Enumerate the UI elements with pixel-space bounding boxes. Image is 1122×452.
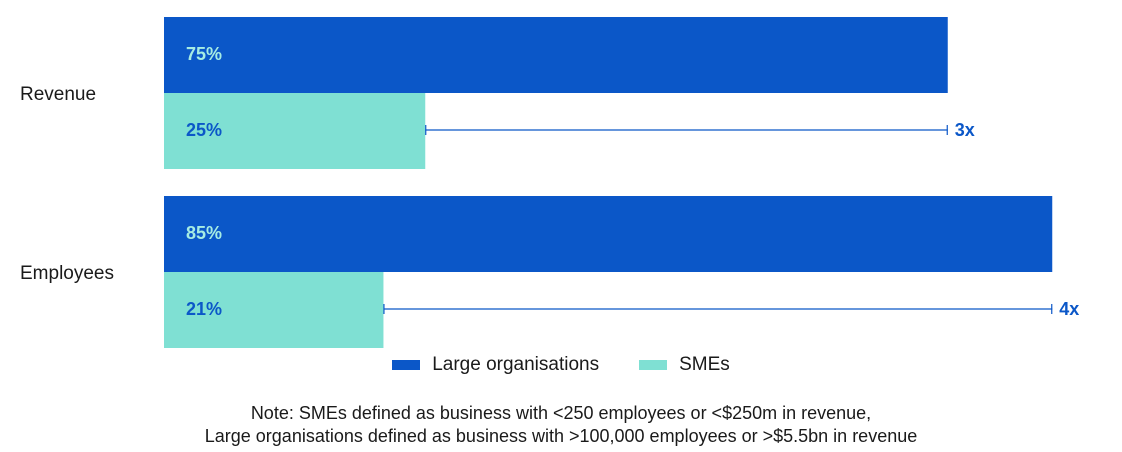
value-label-sme-employees: 21% [186, 299, 222, 319]
note-line-2: Large organisations defined as business … [204, 426, 918, 446]
note-line-1: Note: SMEs defined as business with <250… [250, 403, 872, 423]
multiplier-label-employees: 4x [1059, 299, 1079, 319]
value-label-sme-revenue: 25% [186, 120, 222, 140]
value-label-large-employees: 85% [186, 223, 222, 243]
legend-label-large: Large organisations [432, 354, 600, 375]
category-label-revenue: Revenue [20, 84, 96, 105]
multiplier-label-revenue: 3x [955, 120, 975, 140]
chart-note: Note: SMEs defined as business with <250… [0, 402, 1122, 448]
legend-label-sme: SMEs [679, 354, 730, 375]
bar-sme-revenue [164, 93, 426, 169]
legend-item-sme: SMEs [639, 354, 730, 376]
legend-item-large: Large organisations [392, 354, 599, 376]
bar-large-revenue [164, 17, 948, 93]
value-label-large-revenue: 75% [186, 44, 222, 64]
legend-swatch-large [392, 360, 421, 370]
legend-swatch-sme [639, 360, 668, 370]
category-label-employees: Employees [20, 263, 114, 284]
bar-large-employees [164, 196, 1053, 272]
legend: Large organisations SMEs [0, 354, 1122, 376]
bar-chart: Revenue 75% 25% 3x Employees 85% 21% 4x [20, 17, 1079, 348]
bar-sme-employees [164, 272, 384, 348]
